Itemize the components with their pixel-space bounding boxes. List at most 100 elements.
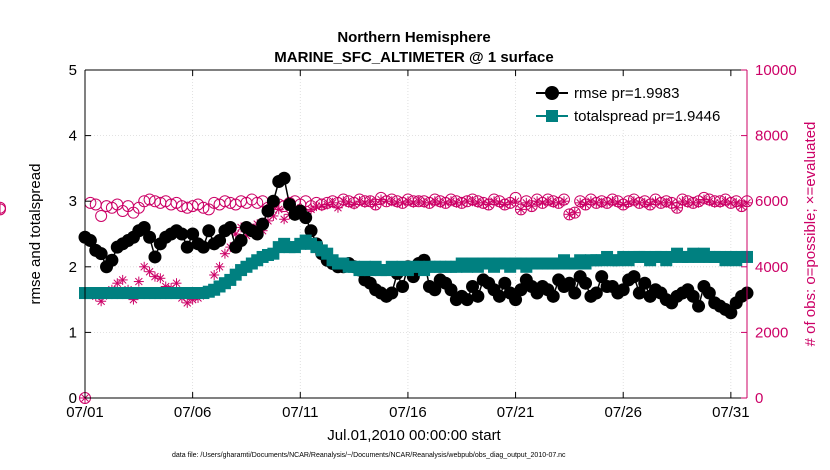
legend-totalspread-label: totalspread pr=1.9446 (574, 108, 720, 125)
legend-totalspread-marker (546, 110, 558, 122)
evaluated-obs-stroke (312, 202, 321, 210)
evaluated-obs-marker (736, 201, 747, 212)
evaluated-obs-marker (273, 204, 284, 215)
evaluated-obs-stroke (145, 267, 154, 276)
evaluated-obs-marker (338, 196, 349, 207)
evaluated-obs-stroke (118, 276, 127, 284)
evaluated-obs-marker (462, 196, 473, 207)
evaluated-obs-marker (139, 261, 150, 272)
evaluated-obs-stroke (581, 200, 590, 209)
x-axis-label: Jul.01,2010 00:00:00 start (327, 427, 501, 444)
evaluated-obs-marker (672, 202, 683, 213)
evaluated-obs-marker (365, 196, 376, 207)
evaluated-obs-stroke (420, 198, 428, 207)
evaluated-obs-stroke (269, 212, 278, 220)
evaluated-obs-stroke (425, 198, 434, 207)
rmse-marker (546, 289, 560, 303)
evaluated-obs-stroke (576, 198, 585, 207)
evaluated-obs-marker (542, 196, 553, 207)
evaluated-obs-stroke (538, 198, 547, 207)
evaluated-obs-marker (451, 197, 462, 208)
possible-obs-marker (514, 203, 527, 216)
rmse-marker (444, 283, 458, 297)
x-tick-label: 07/16 (389, 404, 427, 421)
evaluated-obs-stroke (457, 198, 466, 207)
rmse-marker (509, 293, 523, 307)
rmse-marker (692, 299, 706, 313)
evaluated-obs-stroke (344, 198, 353, 207)
rmse-marker (568, 286, 582, 300)
evaluated-obs-marker (693, 197, 704, 208)
possible-obs-marker (218, 195, 231, 208)
x-tick-label: 07/21 (497, 404, 535, 421)
rmse-marker (562, 276, 576, 290)
rmse-marker (256, 217, 270, 231)
evaluated-obs-stroke (565, 210, 574, 219)
possible-obs-marker (143, 193, 156, 206)
evaluated-obs-marker (515, 204, 526, 215)
evaluated-obs-marker (214, 261, 225, 272)
evaluated-obs-stroke (613, 198, 622, 207)
evaluated-obs-stroke (468, 197, 477, 206)
y-tick-label-left: 3 (69, 193, 77, 210)
y-axis-label-right: # of obs: o=possible; ×=evaluated (802, 122, 819, 347)
evaluated-obs-stroke (716, 198, 724, 207)
evaluated-obs-stroke (630, 197, 638, 206)
evaluated-obs-stroke (452, 198, 461, 207)
rmse-marker (186, 227, 200, 241)
evaluated-obs-stroke (667, 198, 676, 207)
evaluated-obs-stroke (689, 198, 698, 207)
evaluated-obs-stroke (608, 197, 617, 206)
evaluated-obs-stroke (700, 195, 708, 204)
rmse-marker (428, 283, 442, 297)
evaluated-obs-marker (521, 197, 532, 208)
legend-rmse-label: rmse pr=1.9983 (574, 85, 679, 102)
evaluated-obs-marker (219, 248, 230, 259)
possible-obs-marker (197, 201, 210, 214)
evaluated-obs-stroke (683, 198, 692, 207)
chart-subtitle: MARINE_SFC_ALTIMETER @ 1 surface (274, 49, 553, 66)
legend-rmse-marker (545, 86, 559, 100)
rmse-marker (627, 270, 641, 284)
evaluated-obs-stroke (560, 197, 568, 206)
rmse-marker (213, 234, 227, 248)
evaluated-obs-marker (634, 197, 645, 208)
evaluated-obs-stroke (328, 198, 337, 207)
rmse-marker (277, 171, 291, 185)
evaluated-obs-stroke (694, 198, 703, 207)
evaluated-obs-stroke (737, 202, 746, 210)
evaluated-obs-stroke (517, 205, 525, 214)
evaluated-obs-stroke (339, 197, 348, 206)
evaluated-obs-stroke (474, 198, 482, 207)
evaluated-obs-stroke (597, 198, 606, 207)
rmse-marker (202, 224, 216, 238)
evaluated-obs-stroke (361, 198, 369, 207)
evaluated-obs-stroke (705, 197, 714, 206)
evaluated-obs-stroke (398, 198, 407, 207)
evaluated-obs-stroke (727, 198, 735, 207)
evaluated-obs-stroke (436, 198, 445, 207)
evaluated-obs-marker (731, 197, 742, 208)
rmse-marker (702, 286, 716, 300)
evaluated-obs-stroke (484, 200, 493, 209)
rmse-marker (304, 224, 318, 238)
evaluated-obs-marker (569, 207, 580, 218)
evaluated-obs-stroke (721, 197, 730, 206)
evaluated-obs-marker (483, 199, 494, 210)
evaluated-obs-stroke (323, 200, 332, 209)
evaluated-obs-marker (343, 197, 354, 208)
rmse-marker (686, 289, 700, 303)
evaluated-obs-stroke (172, 279, 181, 288)
evaluated-obs-stroke (506, 198, 515, 207)
rmse-marker (638, 276, 652, 290)
evaluated-obs-stroke (382, 197, 391, 206)
evaluated-obs-stroke (544, 197, 552, 206)
legend: rmse pr=1.9983 totalspread pr=1.9446 (528, 78, 740, 128)
x-tick-label: 07/31 (712, 404, 750, 421)
rmse-marker (283, 197, 297, 211)
x-tick-label: 07/06 (174, 404, 212, 421)
evaluated-obs-stroke (140, 262, 149, 271)
evaluated-obs-stroke (479, 198, 488, 207)
